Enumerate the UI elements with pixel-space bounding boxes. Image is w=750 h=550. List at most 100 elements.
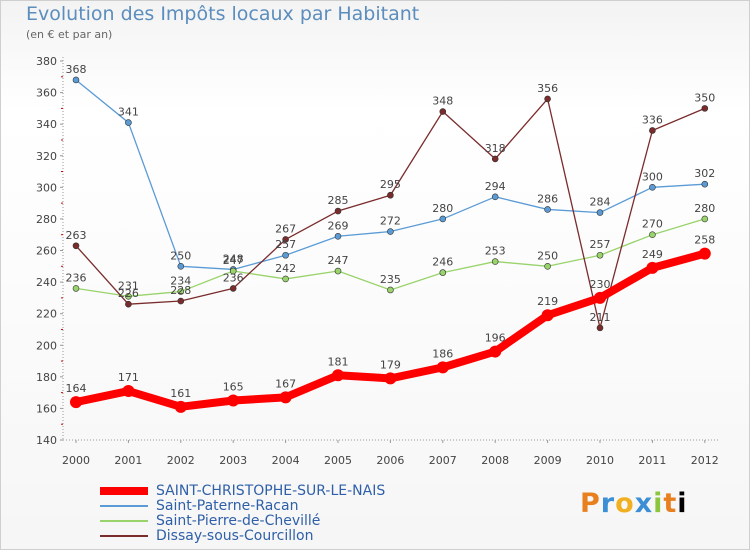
data-label: 164 (66, 382, 87, 395)
data-label: 336 (642, 113, 663, 126)
x-tick-label: 2007 (429, 454, 457, 467)
series-0 (70, 247, 711, 413)
data-label: 294 (485, 180, 506, 193)
data-label: 247 (223, 254, 244, 267)
data-label: 356 (537, 82, 558, 95)
data-point (174, 400, 187, 413)
x-tick-label: 2002 (167, 454, 195, 467)
data-point (439, 108, 447, 115)
data-label: 235 (380, 273, 401, 286)
data-label: 230 (590, 278, 611, 291)
data-label: 248 (223, 252, 244, 265)
data-point (282, 275, 289, 283)
legend-swatch (100, 505, 148, 507)
data-point (282, 251, 289, 259)
data-label: 219 (537, 295, 558, 308)
y-tick-label: 300 (36, 181, 57, 194)
data-label: 263 (66, 229, 87, 242)
data-point (596, 324, 604, 332)
data-label: 280 (694, 202, 715, 215)
y-tick-label: 320 (36, 150, 57, 163)
data-point (649, 127, 656, 134)
data-point (544, 206, 551, 213)
data-label: 253 (485, 245, 506, 258)
data-label: 284 (590, 196, 611, 209)
legend-label: SAINT-CHRISTOPHE-SUR-LE-NAIS (156, 483, 386, 499)
data-point (332, 369, 344, 382)
series-layer (70, 76, 711, 413)
y-tick-label: 240 (36, 276, 57, 289)
data-label: 196 (485, 332, 506, 345)
data-point (701, 215, 709, 223)
data-point (541, 309, 554, 322)
data-point (387, 228, 394, 235)
y-tick-label: 340 (36, 118, 57, 131)
legend-label: Saint-Pierre-de-Chevillé (156, 513, 321, 529)
data-point (72, 242, 80, 250)
data-label: 302 (694, 167, 715, 180)
data-label: 231 (118, 279, 139, 292)
data-point (177, 262, 185, 270)
data-label: 247 (328, 254, 349, 267)
data-label: 181 (328, 355, 349, 368)
data-label: 269 (328, 219, 349, 232)
data-label: 211 (590, 311, 611, 324)
data-point (125, 292, 132, 300)
chart-title: Evolution des Impôts locaux par Habitant (26, 3, 420, 25)
data-point (698, 247, 711, 260)
y-tick-label: 280 (36, 213, 57, 226)
x-tick-label: 2005 (324, 454, 352, 467)
data-point (72, 76, 80, 84)
data-point (646, 261, 659, 274)
legend-swatch (100, 487, 148, 495)
data-label: 226 (118, 287, 139, 300)
data-point (491, 258, 499, 265)
data-label: 350 (694, 91, 715, 104)
data-point (125, 119, 132, 126)
data-label: 280 (432, 202, 453, 215)
data-label: 258 (694, 234, 715, 247)
y-tick-label: 220 (36, 308, 57, 321)
data-point (701, 105, 709, 112)
legend-swatch (100, 520, 148, 522)
data-point (177, 297, 185, 305)
data-label: 236 (66, 271, 87, 284)
data-label: 234 (170, 275, 191, 288)
data-label: 348 (432, 95, 453, 108)
data-point (227, 394, 240, 407)
data-label: 242 (275, 262, 296, 275)
x-tick-label: 2003 (219, 454, 247, 467)
data-point (387, 191, 394, 199)
data-label: 250 (170, 249, 191, 262)
data-point (229, 267, 237, 275)
series-3 (72, 95, 709, 332)
data-label: 171 (118, 371, 139, 384)
data-label: 295 (380, 178, 401, 191)
data-point (279, 391, 292, 404)
data-point (439, 269, 447, 276)
series-1 (72, 76, 709, 273)
data-point (282, 236, 289, 243)
x-tick-label: 2001 (114, 454, 142, 467)
data-label: 341 (118, 106, 139, 119)
data-label: 161 (170, 387, 191, 400)
x-tick-label: 2009 (534, 454, 562, 467)
data-point (439, 215, 447, 223)
data-label: 267 (275, 222, 296, 235)
x-tick-label: 2000 (62, 454, 90, 467)
data-point (177, 288, 185, 295)
y-tick-label: 360 (36, 87, 57, 100)
data-point (72, 285, 80, 292)
data-point (649, 184, 656, 191)
data-label: 165 (223, 381, 244, 394)
data-point (594, 291, 606, 304)
data-point (649, 231, 656, 239)
data-point (596, 251, 604, 259)
proxiti-logo: Proxiti (580, 488, 688, 519)
x-tick-label: 2008 (481, 454, 509, 467)
y-tick-label: 160 (36, 402, 57, 415)
x-tick-label: 2006 (376, 454, 404, 467)
data-point (436, 361, 449, 374)
data-point (334, 207, 342, 215)
